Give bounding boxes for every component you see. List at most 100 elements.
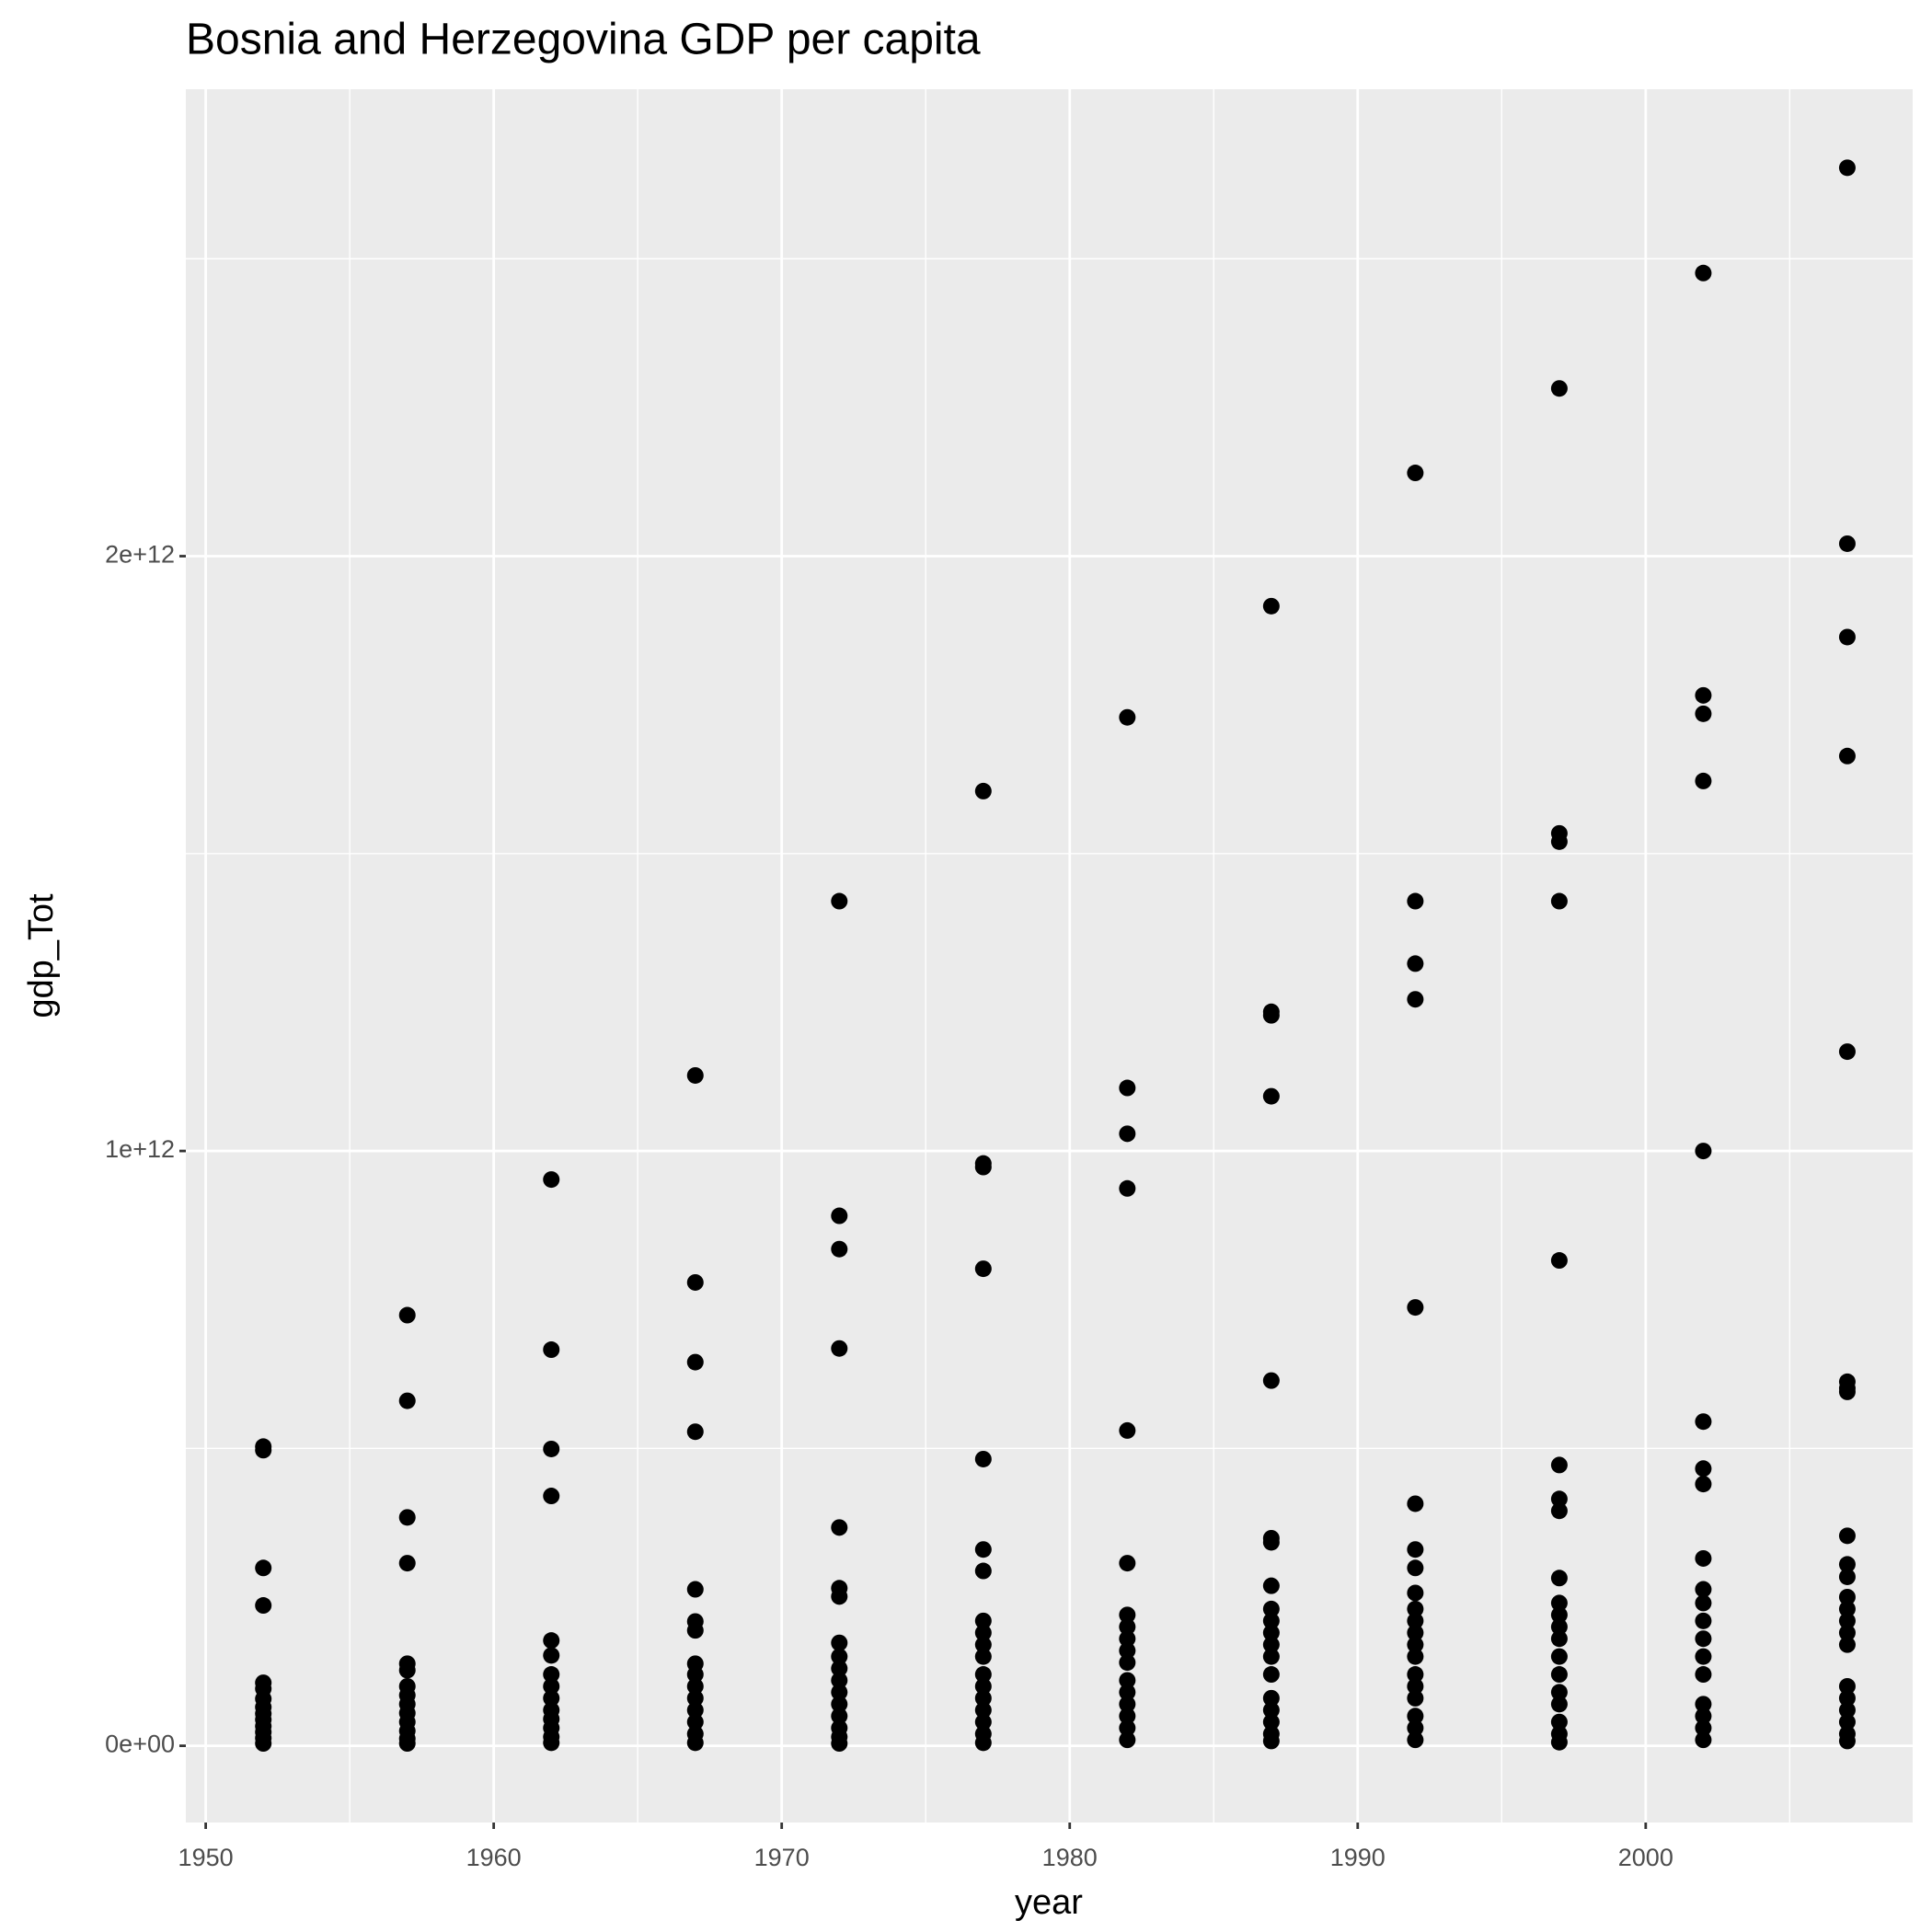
point xyxy=(543,1488,560,1505)
point xyxy=(1407,1541,1424,1558)
point xyxy=(1119,1654,1136,1672)
point xyxy=(398,1306,416,1324)
point xyxy=(831,1672,848,1689)
point xyxy=(1695,1696,1712,1713)
point xyxy=(686,1273,704,1291)
point xyxy=(1262,1372,1280,1389)
point xyxy=(1262,1534,1280,1551)
y-tick-label: 1e+12 xyxy=(105,1135,175,1163)
point xyxy=(831,1735,848,1753)
point xyxy=(1838,747,1856,765)
point xyxy=(1695,1476,1712,1493)
point xyxy=(1119,1606,1136,1624)
point xyxy=(1550,1570,1568,1587)
x-axis-title: year xyxy=(1015,1883,1083,1922)
point xyxy=(1262,597,1280,615)
x-tick-label: 1950 xyxy=(178,1844,234,1871)
point xyxy=(1119,1684,1136,1701)
point xyxy=(1119,1421,1136,1439)
point xyxy=(255,1597,272,1615)
point xyxy=(1838,1556,1856,1573)
point xyxy=(1262,1666,1280,1684)
point xyxy=(1262,1648,1280,1665)
point xyxy=(974,1624,992,1641)
point xyxy=(1838,1624,1856,1641)
point xyxy=(1119,1079,1136,1097)
point xyxy=(1407,1636,1424,1653)
point xyxy=(1838,1612,1856,1629)
point xyxy=(1407,1689,1424,1707)
point xyxy=(831,1708,848,1725)
point xyxy=(974,1689,992,1707)
point xyxy=(1838,1568,1856,1585)
point xyxy=(398,1662,416,1679)
point xyxy=(831,1660,848,1677)
point xyxy=(1695,1731,1712,1749)
point xyxy=(1407,1495,1424,1512)
point xyxy=(1695,1630,1712,1648)
point xyxy=(1407,1600,1424,1617)
point xyxy=(1695,1612,1712,1629)
point xyxy=(1407,1677,1424,1695)
point xyxy=(1838,1383,1856,1400)
x-tick-label: 2000 xyxy=(1618,1844,1673,1871)
point xyxy=(1838,1701,1856,1719)
point xyxy=(398,1392,416,1409)
point xyxy=(1695,1719,1712,1737)
point xyxy=(1695,705,1712,722)
point xyxy=(1262,1006,1280,1024)
point xyxy=(1119,1708,1136,1725)
point xyxy=(1550,1666,1568,1684)
point xyxy=(974,1260,992,1278)
point xyxy=(686,1666,704,1684)
point xyxy=(1119,708,1136,726)
x-tick-label: 1970 xyxy=(754,1844,810,1871)
point xyxy=(686,1353,704,1371)
chart-title: Bosnia and Herzegovina GDP per capita xyxy=(186,16,981,64)
point xyxy=(1119,1555,1136,1572)
point xyxy=(1838,1713,1856,1731)
point xyxy=(1838,1043,1856,1061)
point xyxy=(686,1689,704,1707)
y-tick-label: 0e+00 xyxy=(105,1731,175,1758)
point xyxy=(831,1588,848,1605)
point xyxy=(1550,1456,1568,1474)
point xyxy=(1407,1708,1424,1725)
point xyxy=(1119,1179,1136,1197)
point xyxy=(974,1713,992,1731)
point xyxy=(1550,1713,1568,1731)
point xyxy=(1550,833,1568,850)
point xyxy=(831,1684,848,1701)
point xyxy=(1695,1581,1712,1598)
point xyxy=(1119,1672,1136,1689)
point xyxy=(543,1632,560,1650)
point xyxy=(1550,1618,1568,1636)
point xyxy=(1695,1549,1712,1567)
point xyxy=(1407,1584,1424,1602)
point xyxy=(974,1450,992,1467)
x-tick-label: 1960 xyxy=(466,1844,522,1871)
point xyxy=(1550,380,1568,397)
point xyxy=(543,1171,560,1189)
point xyxy=(974,1541,992,1558)
point xyxy=(1550,1696,1568,1713)
point xyxy=(255,1735,272,1753)
y-axis-title: gdp_Tot xyxy=(22,893,61,1018)
point xyxy=(1838,1689,1856,1707)
point xyxy=(831,1696,848,1713)
point xyxy=(1262,1701,1280,1719)
point xyxy=(1695,686,1712,704)
point xyxy=(1550,1606,1568,1624)
point xyxy=(1407,465,1424,482)
point xyxy=(1262,1612,1280,1629)
point xyxy=(1407,1648,1424,1665)
x-tick-label: 1980 xyxy=(1042,1844,1098,1871)
point xyxy=(974,1701,992,1719)
point xyxy=(1407,1666,1424,1684)
panel xyxy=(186,89,1913,1823)
point xyxy=(1550,1733,1568,1751)
point xyxy=(686,1622,704,1639)
point xyxy=(1838,1588,1856,1605)
